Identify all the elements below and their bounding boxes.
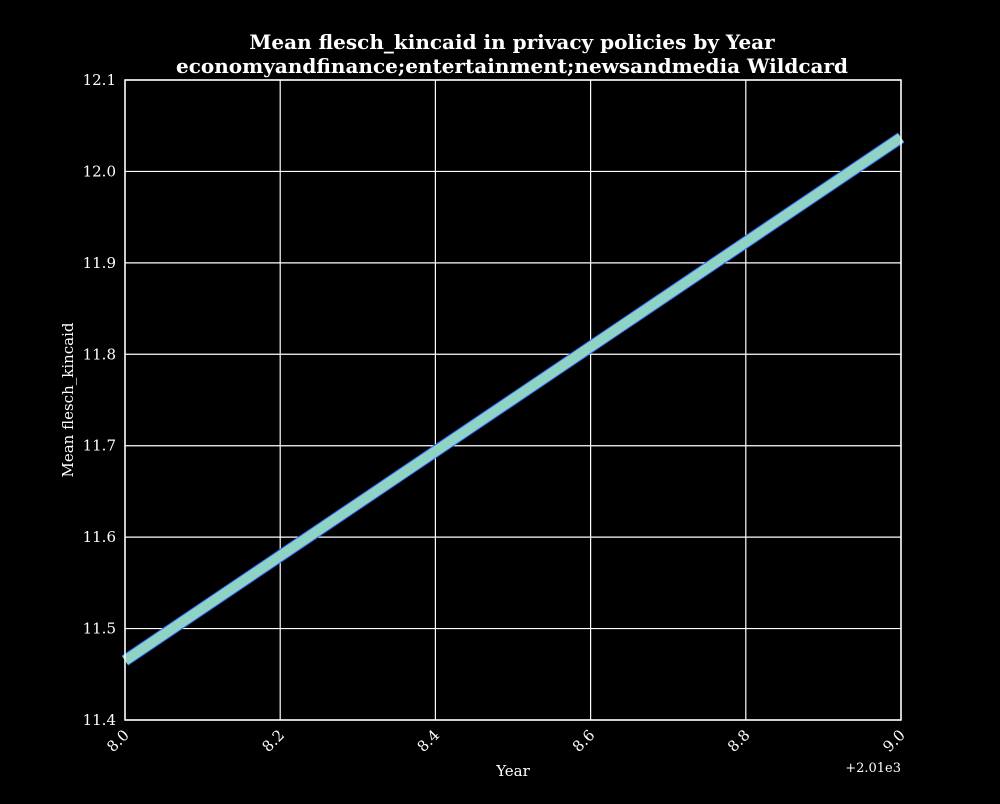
plot-area-frame <box>124 79 902 721</box>
x-tick-label: 8.0 <box>103 726 133 756</box>
x-tick-label: 8.6 <box>569 726 599 756</box>
series-line <box>122 133 904 665</box>
y-tick-label: 11.9 <box>83 254 116 272</box>
y-tick-label: 11.4 <box>83 711 116 729</box>
y-tick-label: 11.5 <box>83 620 116 638</box>
y-tick-label: 12.1 <box>83 71 116 89</box>
x-tick-label: 8.8 <box>724 726 754 756</box>
x-axis-label: Year <box>495 762 530 780</box>
chart-title: Mean flesch_kincaid in privacy policies … <box>249 30 775 54</box>
y-axis-label: Mean flesch_kincaid <box>59 322 77 477</box>
y-tick-label: 11.6 <box>83 528 116 546</box>
x-axis-offset-label: +2.01e3 <box>845 761 901 776</box>
chart-subtitle: economyandfinance;entertainment;newsandm… <box>176 54 848 78</box>
y-tick-label: 11.7 <box>83 437 116 455</box>
series-layer <box>121 132 905 666</box>
y-tick-label: 11.8 <box>83 345 116 363</box>
y-tick-label: 12.0 <box>83 162 116 180</box>
x-tick-label: 8.2 <box>258 726 288 756</box>
x-tick-label: 8.4 <box>414 726 444 756</box>
x-tick-label: 9.0 <box>879 726 909 756</box>
